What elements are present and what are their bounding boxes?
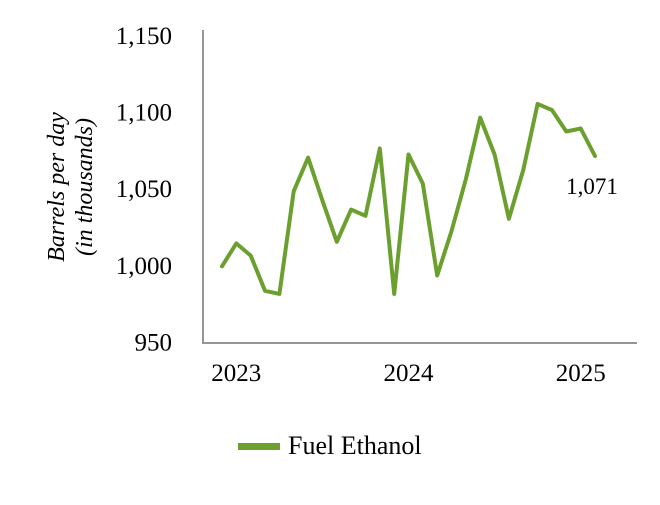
x-tick-label: 2024 (384, 360, 435, 387)
y-axis-title-line1: Barrels per day (44, 112, 70, 262)
y-tick-label: 950 (135, 329, 173, 356)
y-axis-title: Barrels per day (in thousands) (44, 112, 98, 262)
x-tick-label: 2023 (211, 360, 261, 387)
y-tick-label: 1,150 (116, 23, 172, 50)
legend-label: Fuel Ethanol (288, 431, 422, 460)
y-axis-tick-labels: 950 1,000 1,050 1,100 1,150 (116, 23, 172, 356)
fuel-ethanol-series-line (220, 101, 597, 296)
x-axis-tick-labels: 2023 2024 2025 (211, 360, 605, 387)
y-tick-label: 1,100 (116, 100, 172, 127)
x-tick-label: 2025 (556, 360, 606, 387)
y-axis-title-line2: (in thousands) (72, 118, 98, 256)
end-point-data-label: 1,071 (566, 174, 618, 199)
y-tick-label: 1,050 (116, 176, 172, 203)
y-tick-label: 1,000 (116, 253, 172, 280)
legend-line-swatch (238, 443, 280, 450)
legend: Fuel Ethanol (238, 431, 422, 460)
